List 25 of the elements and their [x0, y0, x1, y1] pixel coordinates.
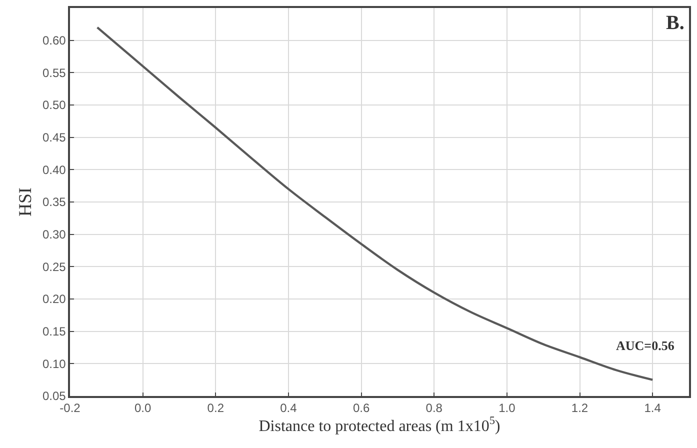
x-tick-label: 1.0 [498, 401, 516, 416]
y-tick-label: 0.10 [42, 356, 66, 371]
y-tick-label: 0.35 [42, 195, 66, 210]
y-tick-label: 0.05 [42, 389, 66, 404]
y-tick-label: 0.25 [42, 260, 66, 274]
y-tick-label: 0.40 [42, 162, 66, 177]
x-tick-label: 1.2 [571, 401, 588, 416]
y-tick-label: 0.60 [42, 34, 66, 48]
y-axis-title: HSI [15, 187, 36, 217]
y-tick-label: 0.50 [42, 98, 66, 112]
x-tick-label: 0.0 [134, 401, 152, 416]
y-tick-label: 0.55 [42, 66, 66, 80]
y-tick-label: 0.15 [42, 324, 66, 339]
x-tick-label: 1.4 [644, 401, 662, 416]
y-tick-label: 0.30 [42, 228, 66, 242]
x-tick-label: 0.6 [352, 401, 370, 416]
x-tick-label: 0.2 [207, 401, 224, 416]
x-tick-label: -0.2 [60, 401, 81, 416]
y-tick-label: 0.20 [42, 292, 66, 306]
annotation: AUC=0.56 [616, 338, 675, 353]
x-axis-title: Distance to protected areas (m 1x10$^{5}$) [258, 415, 500, 435]
y-tick-label: 0.45 [42, 130, 66, 145]
x-tick-label: 0.8 [426, 401, 443, 416]
annotation: B. [666, 12, 684, 34]
x-tick-label: 0.4 [280, 401, 298, 416]
